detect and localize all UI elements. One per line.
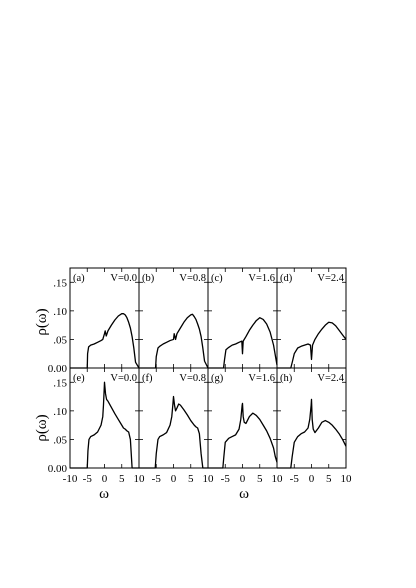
y-tick-label: .10 [53,406,67,418]
y-tick-label: .05 [53,334,67,346]
y-tick-label: 0.00 [48,363,68,375]
x-tick-label: 10 [341,473,353,485]
panel-label: (f) [142,373,153,384]
v-value-label: V=0.0 [110,373,137,384]
panel-grid: 0.00.05.10.15 (a) V=0.0 (b) V=0.8 (c) V=1.6 (d)… [48,267,353,485]
x-tick-label: -10 [63,473,78,485]
panel-b: (b) V=0.8 [138,267,209,369]
panel-label: (d) [280,273,293,284]
panel-h: -5 0 5 10 (h) V=2.4 [276,367,353,485]
x-tick-label: -5 [221,473,231,485]
panel-label: (a) [73,273,85,284]
x-tick-label: 10 [203,473,215,485]
panel-f: -5 0 5 10 (f) V=0.8 [138,367,215,485]
x-axis-label-left: ω [99,486,109,502]
x-tick-label: 0 [102,473,108,485]
panel-label: (c) [211,273,223,284]
panel-label: (h) [280,373,293,384]
x-tick-label: 5 [326,473,332,485]
series-line-d [277,321,347,369]
x-tick-label: 5 [119,473,125,485]
y-axis-label-bottom: ρ(ω) [34,414,50,441]
series-line-b [139,313,209,369]
panel-d: (d) V=2.4 [276,267,347,369]
x-tick-label: 10 [272,473,284,485]
y-tick-label: .15 [53,377,67,389]
v-value-label: V=0.0 [110,273,137,284]
x-tick-label: 5 [257,473,263,485]
series-line-f [139,395,208,469]
series-line-e [70,381,139,469]
v-value-label: V=2.4 [317,373,344,384]
y-tick-label: 0.00 [48,463,68,475]
y-tick-label: .10 [53,306,67,318]
x-axis-label-right: ω [239,486,249,502]
x-tick-label: -5 [152,473,162,485]
x-tick-label: 0 [240,473,246,485]
series-line-a [70,313,140,369]
v-value-label: V=1.6 [248,273,275,284]
panel-label: (g) [211,373,224,384]
series-line-c [208,317,278,369]
v-value-label: V=0.8 [179,373,206,384]
x-tick-label: -5 [83,473,93,485]
x-tick-label: 5 [188,473,194,485]
x-tick-label: 10 [134,473,146,485]
y-tick-label: .15 [53,277,67,289]
panel-g: -5 0 5 10 (g) V=1.6 [207,367,284,485]
series-line-h [277,398,347,469]
panel-c: (c) V=1.6 [207,267,278,369]
panel-label: (e) [73,373,85,384]
y-axis-label-top: ρ(ω) [34,308,50,335]
v-value-label: V=0.8 [179,273,206,284]
x-tick-label: -5 [290,473,300,485]
panel-label: (b) [142,273,155,284]
v-value-label: V=1.6 [248,373,275,384]
series-line-g [208,402,278,469]
x-tick-label: 0 [171,473,177,485]
panel-a: 0.00 .05 .10 .15 (a) V=0.0 [48,267,140,375]
y-tick-label: .05 [53,434,67,446]
x-tick-label: 0 [309,473,315,485]
panel-e: 0.00 .05 .10 .15 -10 -5 0 5 10 (e) V=0.0 [48,367,146,485]
v-value-label: V=2.4 [317,273,344,284]
